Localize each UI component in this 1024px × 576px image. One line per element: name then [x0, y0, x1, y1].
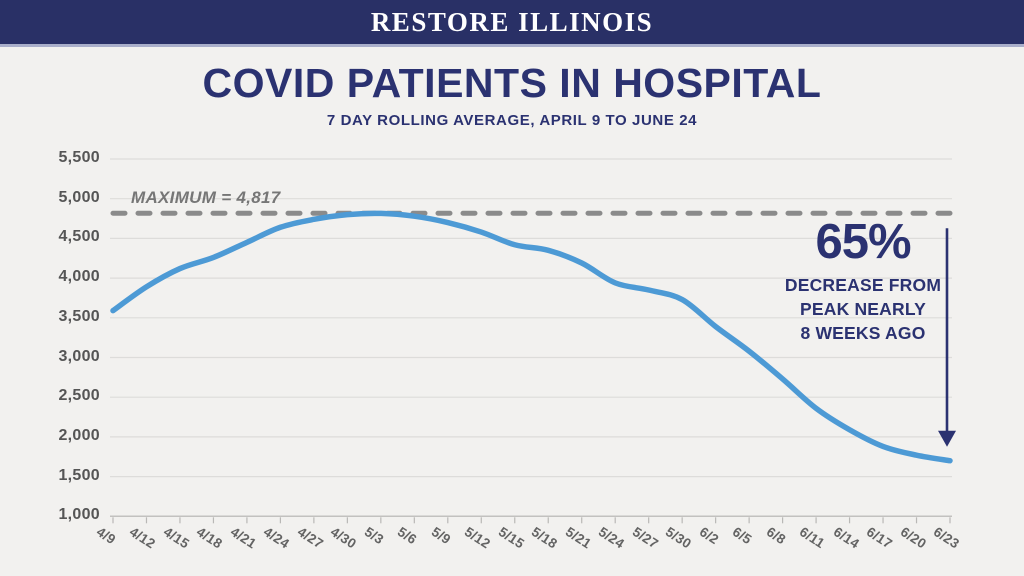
chart-title: COVID PATIENTS IN HOSPITAL	[202, 60, 822, 106]
y-axis-label: 3,000	[58, 347, 100, 365]
annotation-percentage: 65%	[815, 215, 911, 269]
banner-title: RESTORE ILLINOIS	[370, 6, 654, 37]
y-axis-label: 3,500	[58, 307, 100, 325]
annotation-line: PEAK NEARLY	[799, 298, 927, 319]
max-line-label: MAXIMUM = 4,817	[131, 188, 281, 207]
y-axis-label: 5,000	[58, 188, 100, 206]
annotation-line: DECREASE FROM	[784, 275, 942, 295]
y-axis-label: 5,500	[58, 149, 100, 166]
y-axis-label: 2,000	[58, 426, 100, 444]
peak-decrease-annotation: 65% DECREASE FROM PEAK NEARLY 8 WEEKS AG…	[770, 218, 956, 345]
y-axis-label: 4,000	[58, 268, 100, 286]
app-banner: RESTORE ILLINOIS	[0, 0, 1024, 47]
annotation-text: DECREASE FROM PEAK NEARLY 8 WEEKS AGO	[770, 274, 956, 345]
y-axis-label: 1,500	[58, 466, 100, 484]
y-axis-label: 1,000	[58, 506, 100, 524]
annotation-line: 8 WEEKS AGO	[800, 322, 926, 343]
y-axis-label: 2,500	[58, 387, 100, 405]
y-axis-label: 4,500	[58, 228, 100, 246]
covid-trend-line	[110, 210, 953, 464]
chart-subtitle: 7 DAY ROLLING AVERAGE, APRIL 9 TO JUNE 2…	[326, 112, 698, 129]
arrow-down-icon	[938, 430, 956, 447]
